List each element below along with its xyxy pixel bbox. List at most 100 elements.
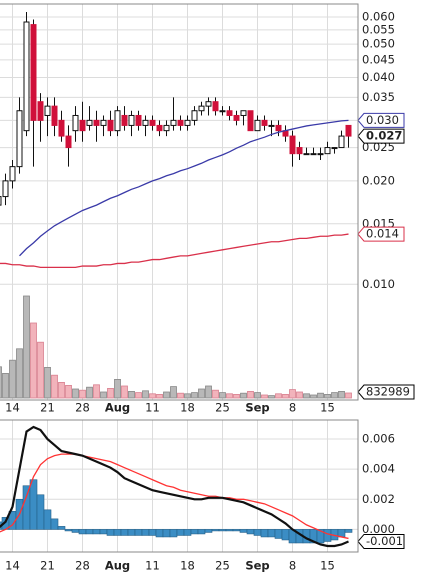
candle-body [9, 166, 16, 182]
value-tag-label: 0.027 [366, 129, 402, 143]
line [0, 425, 349, 548]
x-tick-label: Sep [245, 401, 269, 415]
histogram-bar [113, 529, 122, 536]
histogram-bar [197, 529, 206, 535]
candle-body [247, 110, 254, 132]
volume-bar [2, 372, 9, 399]
histogram-bar [134, 529, 143, 536]
histogram-bar [281, 529, 290, 541]
x-tick-label: 11 [145, 401, 160, 415]
volume-bar [247, 390, 254, 399]
volume-bar [261, 394, 268, 399]
histogram-bar [239, 529, 248, 533]
volume-bar [184, 393, 191, 399]
volume-bar [289, 389, 296, 399]
value-tag [357, 226, 405, 242]
value-tag-label: 0.014 [366, 227, 399, 241]
volume-bar [331, 392, 338, 399]
histogram-bar [99, 529, 108, 535]
candle-body [65, 135, 72, 149]
volume-bar [107, 387, 114, 399]
price-frame [0, 3, 359, 401]
x-tick-label: 18 [180, 559, 195, 573]
x-tick-label: 25 [215, 401, 230, 415]
candle-body [289, 135, 296, 155]
candle-body [16, 110, 23, 168]
volume-bar [128, 390, 135, 399]
histogram-bar [22, 485, 31, 530]
histogram-bar [253, 529, 262, 536]
y-tick-label: 0.002 [362, 492, 395, 506]
volume-bar [275, 393, 282, 399]
y-tick-label: 0.006 [362, 432, 395, 446]
candle-body [268, 124, 275, 127]
x-tick-label: 14 [5, 401, 20, 415]
candle-body [114, 110, 121, 132]
candle-body [86, 119, 93, 126]
histogram-bar [232, 529, 241, 532]
x-tick-label: 8 [289, 559, 296, 573]
histogram-bar [106, 529, 115, 536]
histogram-bar [127, 529, 136, 536]
line [0, 233, 349, 269]
candle-body [233, 114, 240, 121]
value-tag-label: 0.030 [366, 113, 399, 127]
volume-bar [282, 393, 289, 399]
volume-bar [51, 374, 58, 399]
histogram-bar [260, 529, 269, 538]
candle-body [37, 101, 44, 121]
histogram-bar [92, 529, 101, 535]
volume-bar [310, 394, 317, 399]
volume-bar [226, 393, 233, 399]
volume-bar [240, 392, 247, 399]
x-tick-label: 14 [5, 559, 20, 573]
candle-body [331, 147, 338, 150]
value-tag-label: 832989 [366, 385, 410, 399]
y-tick-label: 0.020 [362, 173, 395, 187]
volume-bar [338, 390, 345, 399]
histogram-bar [78, 529, 87, 535]
candle-body [198, 105, 205, 112]
x-tick-label: 15 [320, 401, 335, 415]
candle-body [156, 124, 163, 132]
y-tick-label: 0.050 [362, 37, 395, 51]
candle-body [121, 114, 128, 126]
volume-bar [268, 395, 275, 399]
volume-bar [149, 393, 156, 399]
histogram-bar [85, 529, 94, 535]
volume-bar [30, 322, 37, 399]
volume-bar [205, 385, 212, 399]
histogram-bar [155, 529, 164, 538]
histogram-bar [176, 529, 185, 536]
candle-body [149, 119, 156, 126]
histogram-bar [183, 529, 192, 536]
candle-body [0, 196, 2, 206]
volume-bar [317, 392, 324, 399]
candle-body [23, 21, 30, 132]
x-tick-label: 21 [40, 401, 55, 415]
volume-bar [72, 388, 79, 399]
volume-bar [198, 388, 205, 399]
histogram-bar [323, 529, 332, 542]
candle-body [128, 114, 135, 126]
volume-bar [212, 389, 219, 399]
volume-bar [37, 341, 44, 399]
candle-body [317, 153, 324, 156]
candle-body [324, 147, 331, 155]
candle-body [345, 124, 352, 137]
volume-bar [9, 359, 16, 399]
candle-body [135, 114, 142, 126]
candle-body [205, 101, 212, 107]
candle-body [44, 105, 51, 116]
candle-body [338, 135, 345, 149]
candle-body [72, 114, 79, 132]
candle-body [100, 119, 107, 126]
y-tick-label: 0.060 [362, 9, 395, 23]
x-tick-label: 8 [289, 401, 296, 415]
value-tag-label: -0.001 [366, 534, 403, 548]
candle-body [163, 124, 170, 132]
histogram-bar [344, 529, 353, 533]
value-tag [357, 533, 405, 549]
histogram-bar [211, 529, 220, 532]
